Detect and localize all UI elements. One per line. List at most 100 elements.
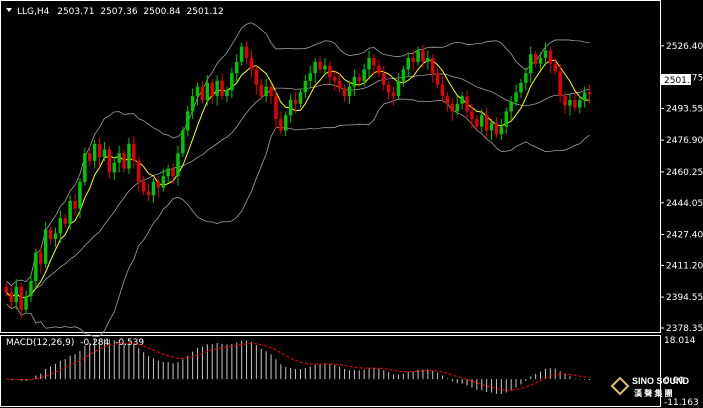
candle-body [323, 65, 327, 70]
price-panel-frame [0, 0, 661, 333]
candle-body [166, 168, 170, 177]
candle-body [460, 96, 464, 104]
candle-body [372, 58, 376, 66]
candle-body [190, 96, 195, 112]
price-tick-label: 2493.55 [666, 104, 703, 114]
candle-body [181, 130, 185, 154]
candle-body [195, 86, 200, 97]
candle-body [470, 111, 474, 120]
candle-body [499, 126, 504, 135]
high-value: 2507.36 [100, 7, 137, 17]
candle-body [137, 160, 141, 182]
candle-body [362, 69, 366, 81]
candle-body [151, 181, 156, 196]
candle-body [239, 46, 244, 62]
candle-body [68, 200, 72, 224]
macd-histogram [10, 339, 591, 394]
candle-body [401, 69, 406, 81]
candle-body [210, 82, 214, 97]
candle-body [386, 84, 391, 93]
price-tick-label: 2411.20 [666, 261, 703, 271]
candle-body [318, 61, 322, 70]
candle-body [161, 176, 165, 188]
candle-body [112, 162, 116, 173]
candle-body [494, 122, 499, 135]
candle-body [435, 73, 440, 85]
candle-body [19, 286, 23, 310]
candle-body [225, 90, 229, 97]
candle-body [92, 143, 97, 161]
candle-body [264, 86, 268, 97]
candle-body [39, 252, 43, 264]
candle-body [78, 181, 82, 209]
macd-panel-frame [0, 335, 661, 407]
candle-body [514, 92, 518, 102]
collapse-triangle-icon[interactable] [6, 8, 12, 12]
candle-body [357, 77, 361, 81]
symbol-label: LLG,H4 [17, 7, 50, 17]
candle-body [34, 252, 38, 282]
candle-body [9, 292, 14, 302]
ma-line [6, 59, 590, 299]
candle-body [73, 200, 77, 209]
candle-body [235, 61, 239, 74]
candle-body [426, 58, 430, 62]
macd-axis-top: 18.014 [664, 336, 696, 346]
candle-body [230, 73, 234, 91]
candle-body [48, 229, 53, 240]
candle-body [484, 115, 489, 131]
candle-body [337, 80, 342, 89]
candle-body [24, 296, 28, 310]
candle-body [553, 63, 557, 72]
candle-body [156, 181, 161, 188]
candle-body [582, 92, 587, 100]
candle-body [533, 54, 538, 64]
low-value: 2500.84 [143, 7, 180, 17]
candle-body [347, 86, 352, 97]
candle-body [489, 122, 494, 131]
price-tick-label: 2526.40 [666, 42, 703, 52]
logo-chinese: 漢 聲 集 團 [634, 388, 673, 398]
candle-body [132, 143, 136, 161]
candle-body [83, 153, 87, 182]
bollinger-bands [6, 22, 590, 338]
candle-body [504, 111, 508, 127]
bollinger-lower-line [6, 98, 590, 338]
current-price-marker: 2501.12 [661, 74, 701, 86]
sinosound-logo: SINO SOUND 漢 聲 集 團 [610, 376, 690, 398]
candle-body [573, 99, 577, 108]
candle-body [529, 54, 533, 74]
candle-body [254, 69, 259, 85]
macd-axis-zero: 0.00 [664, 376, 684, 386]
price-tick-label: 2378.35 [666, 324, 703, 334]
candle-body [200, 86, 205, 100]
svg-text:LLG,H4 2503.71 2507.36: LLG,H4 2503.71 2507.36 2500.84 2501.12 [17, 7, 224, 17]
candle-body [102, 149, 107, 158]
candle-body [578, 99, 582, 108]
candle-body [205, 82, 210, 100]
candle-body [29, 281, 33, 297]
bollinger-middle-line [6, 73, 590, 299]
candle-body [53, 233, 58, 240]
candle-body [313, 61, 317, 74]
candle-body [475, 119, 479, 127]
candle-body [88, 153, 92, 161]
candle-body [421, 50, 425, 62]
candle-body [450, 103, 455, 112]
candle-body [284, 115, 288, 131]
candle-body [269, 86, 273, 97]
candle-body [455, 103, 459, 112]
candle-body [382, 73, 386, 85]
candle-body [127, 143, 131, 169]
candle-body [107, 149, 112, 173]
candle-body [141, 181, 146, 192]
candle-body [563, 96, 567, 106]
candle-body [4, 286, 9, 293]
candle-body [548, 50, 553, 64]
candle-body [445, 96, 450, 104]
candle-body [279, 119, 283, 131]
candle-body [58, 218, 63, 234]
candle-body [465, 96, 469, 112]
candle-body [524, 73, 528, 83]
